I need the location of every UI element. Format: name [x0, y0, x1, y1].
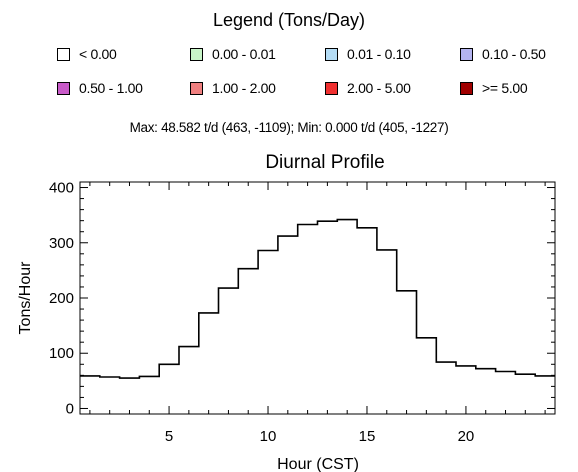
- y-tick-label: 200: [49, 290, 74, 307]
- legend-swatch: [57, 47, 70, 61]
- legend-item: 0.01 - 0.10: [325, 45, 411, 63]
- y-tick-label: 100: [49, 345, 74, 362]
- legend-label: 2.00 - 5.00: [347, 80, 411, 96]
- x-axis-label: Hour (CST): [277, 456, 359, 472]
- x-tick-label: 5: [165, 428, 173, 445]
- legend-swatch: [57, 81, 70, 95]
- series-step-line: [80, 218, 555, 379]
- legend-item: 1.00 - 2.00: [190, 79, 276, 97]
- legend-label: 0.00 - 0.01: [212, 46, 276, 62]
- legend-label: 0.50 - 1.00: [79, 80, 143, 96]
- legend-swatch: [460, 47, 473, 61]
- legend-swatch: [325, 81, 338, 95]
- legend-title: Legend (Tons/Day): [212, 10, 366, 30]
- y-tick-label: 300: [49, 235, 74, 252]
- legend-item: 0.10 - 0.50: [460, 45, 546, 63]
- legend-swatch: [190, 81, 203, 95]
- legend-label: < 0.00: [79, 46, 117, 62]
- legend-swatch: [190, 47, 203, 61]
- x-tick-label: 10: [260, 428, 277, 445]
- legend-label: 0.10 - 0.50: [482, 46, 546, 62]
- plot-frame: [79, 181, 556, 415]
- x-tick-label: 20: [458, 428, 475, 445]
- legend-item: >= 5.00: [460, 79, 528, 97]
- y-axis-label: Tons/Hour: [17, 261, 34, 335]
- legend-swatch: [325, 47, 338, 61]
- x-tick-label: 15: [359, 428, 376, 445]
- y-tick-label: 400: [49, 180, 74, 197]
- legend-item: < 0.00: [57, 45, 117, 63]
- legend-item: 0.50 - 1.00: [57, 79, 143, 97]
- legend-item: 0.00 - 0.01: [190, 45, 276, 63]
- legend-label: 1.00 - 2.00: [212, 80, 276, 96]
- legend-swatch: [460, 81, 473, 95]
- legend-label: 0.01 - 0.10: [347, 46, 411, 62]
- legend-item: 2.00 - 5.00: [325, 79, 411, 97]
- stats-text: Max: 48.582 t/d (463, -1109); Min: 0.000…: [129, 120, 449, 135]
- chart-title: Diurnal Profile: [265, 152, 384, 173]
- y-tick-label: 0: [66, 400, 74, 417]
- legend-label: >= 5.00: [482, 80, 528, 96]
